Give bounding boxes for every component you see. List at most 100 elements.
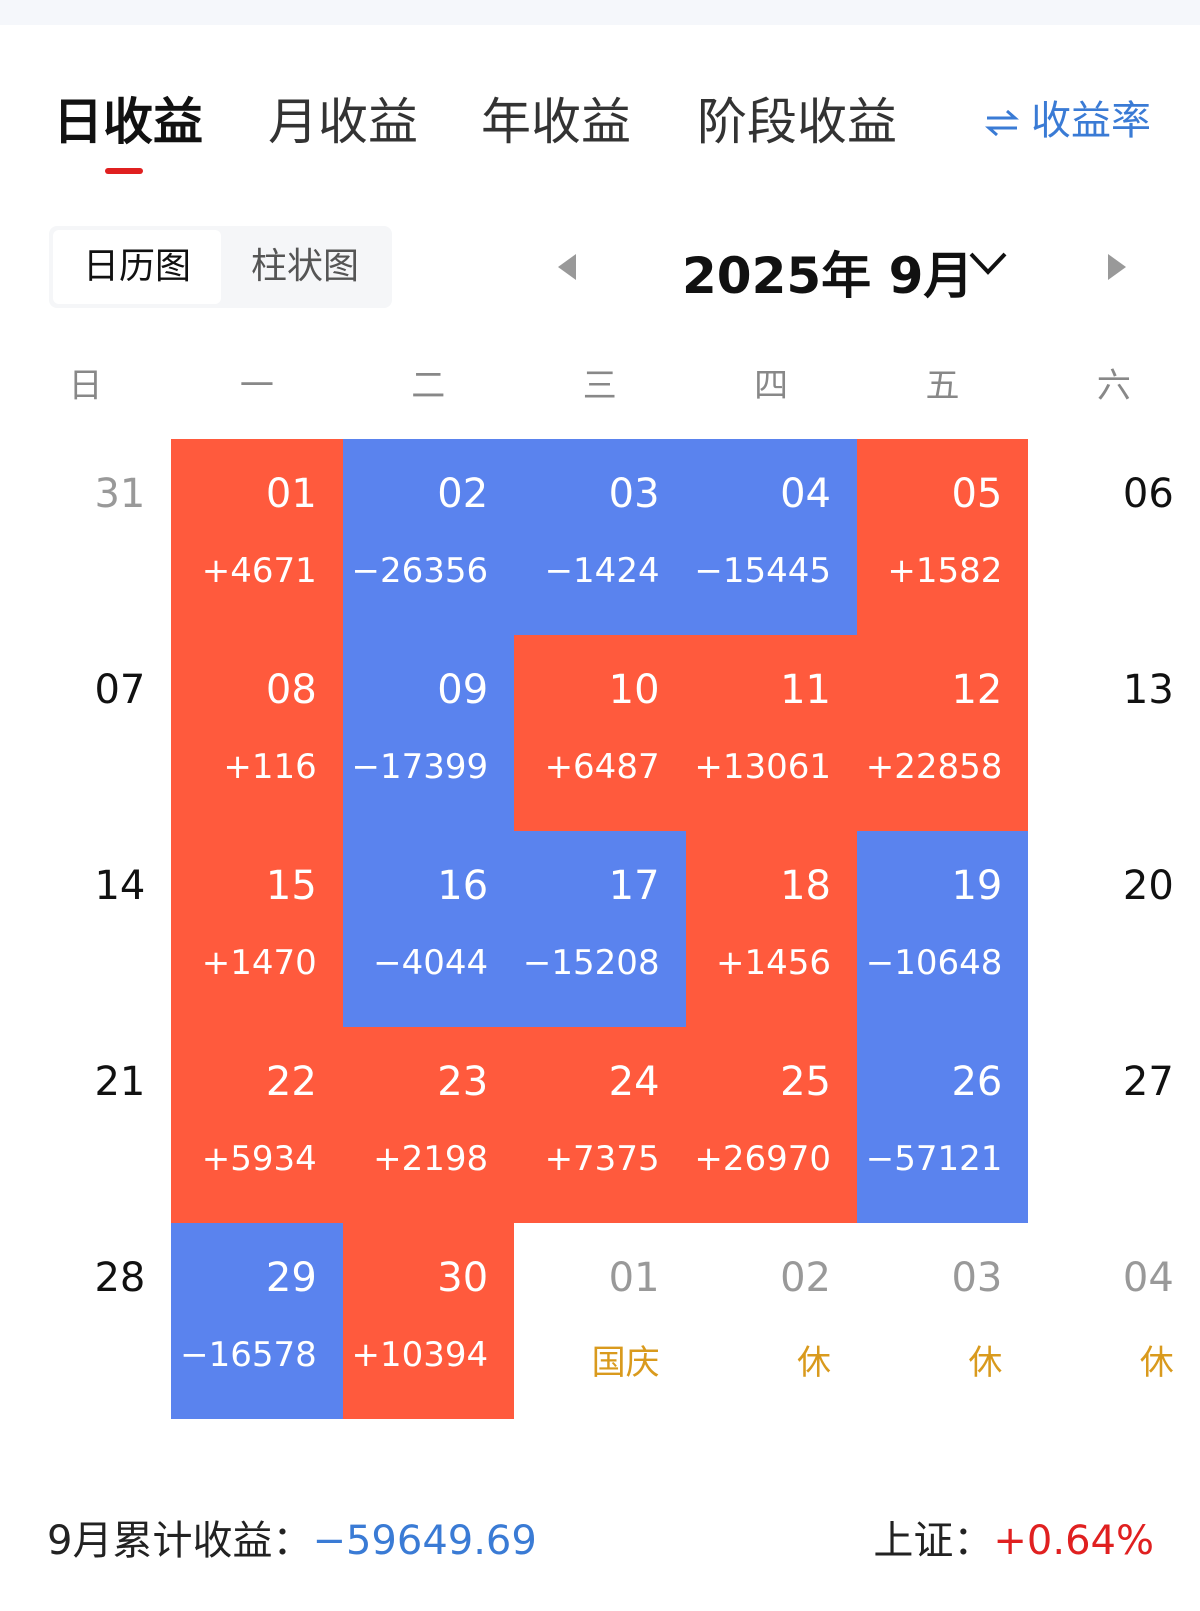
day-cell[interactable]: 12 +22858 (857, 635, 1029, 831)
prev-month[interactable] (556, 252, 578, 282)
day-cell[interactable]: 28 (0, 1223, 171, 1419)
day-cell[interactable]: 04 休 (1028, 1223, 1199, 1419)
day-profit: +116 (223, 747, 317, 787)
day-number: 28 (94, 1255, 146, 1301)
holiday-note: 休 (796, 1343, 831, 1383)
weekday: 五 (925, 366, 960, 406)
day-number: 14 (94, 863, 146, 909)
index-label: 上证： (873, 1518, 994, 1564)
day-cell[interactable]: 04 −15445 (685, 439, 857, 635)
day-cell[interactable]: 24 +7375 (514, 1027, 686, 1223)
day-number: 02 (780, 1255, 831, 1301)
day-cell[interactable]: 21 (0, 1027, 171, 1223)
day-cell[interactable]: 06 (1028, 439, 1199, 635)
weekday: 六 (1096, 366, 1131, 406)
day-cell[interactable]: 19 −10648 (857, 831, 1029, 1027)
day-profit: +10394 (351, 1335, 489, 1375)
rate-toggle-label: 收益率 (1031, 98, 1151, 144)
day-profit: +5934 (201, 1139, 317, 1179)
day-cell[interactable]: 13 (1028, 635, 1199, 831)
day-number: 11 (780, 667, 831, 713)
tab[interactable]: 月收益 (268, 93, 418, 151)
day-number: 31 (94, 471, 146, 517)
day-cell[interactable]: 01 国庆 (514, 1223, 685, 1419)
holiday-note: 国庆 (591, 1343, 660, 1383)
day-cell[interactable]: 09 −17399 (342, 635, 515, 831)
tab-underline (105, 168, 143, 174)
day-number: 18 (780, 863, 831, 909)
day-cell[interactable]: 08 +116 (171, 635, 343, 831)
day-cell[interactable]: 26 −57121 (857, 1027, 1029, 1223)
day-cell[interactable]: 14 (0, 831, 171, 1027)
day-number: 01 (265, 471, 317, 517)
day-cell[interactable]: 01 +4671 (171, 439, 343, 635)
day-cell[interactable]: 10 +6487 (514, 635, 686, 831)
day-cell[interactable]: 03 −1424 (514, 439, 686, 635)
view-option[interactable]: 柱状图 (250, 246, 359, 287)
day-cell[interactable]: 16 −4044 (342, 831, 515, 1027)
day-number: 10 (608, 667, 660, 713)
footer-index: 上证：+0.64% (873, 1508, 1154, 1566)
day-cell[interactable]: 02 休 (686, 1223, 857, 1419)
weekday: 一 (239, 366, 274, 406)
swap-icon (985, 109, 1019, 137)
day-number: 29 (265, 1255, 317, 1301)
day-profit: −57121 (865, 1139, 1003, 1179)
month-title[interactable]: 2025年 9月 (682, 247, 974, 305)
day-number: 06 (1122, 471, 1174, 517)
day-profit: −26356 (351, 551, 489, 591)
day-number: 04 (1122, 1255, 1174, 1301)
day-cell[interactable]: 05 +1582 (857, 439, 1029, 635)
day-number: 04 (780, 471, 831, 517)
day-number: 01 (608, 1255, 660, 1301)
day-profit: +7375 (544, 1139, 660, 1179)
weekday: 二 (411, 366, 446, 406)
view-toggle: 日历图 柱状图 (49, 226, 392, 308)
day-cell[interactable]: 03 休 (857, 1223, 1028, 1419)
day-cell[interactable]: 15 +1470 (171, 831, 343, 1027)
day-profit: +2198 (373, 1139, 489, 1179)
day-profit: −15208 (522, 943, 660, 983)
day-profit: +13061 (694, 747, 831, 787)
day-cell[interactable]: 22 +5934 (171, 1027, 343, 1223)
weekday: 日 (68, 366, 103, 406)
day-number: 20 (1122, 863, 1174, 909)
day-number: 05 (951, 471, 1003, 517)
day-cell[interactable]: 17 −15208 (514, 831, 686, 1027)
day-number: 26 (951, 1059, 1003, 1105)
day-profit: +1582 (887, 551, 1003, 591)
calendar-grid: 31 01 +4671 02 −26356 03 −1424 04 −15445 05 +1582 0… (0, 439, 1200, 1419)
day-number: 12 (951, 667, 1003, 713)
day-cell[interactable]: 11 +13061 (685, 635, 857, 831)
day-number: 23 (437, 1059, 489, 1105)
day-number: 24 (608, 1059, 660, 1105)
rate-toggle[interactable]: 收益率 (985, 88, 1151, 146)
day-cell[interactable]: 25 +26970 (685, 1027, 857, 1223)
day-cell[interactable]: 18 +1456 (685, 831, 857, 1027)
next-month[interactable] (1106, 252, 1128, 282)
status-strip (0, 0, 1200, 25)
day-cell[interactable]: 30 +10394 (342, 1223, 515, 1419)
tab[interactable]: 年收益 (481, 93, 631, 151)
day-cell[interactable]: 07 (0, 635, 171, 831)
day-cell[interactable]: 02 −26356 (342, 439, 515, 635)
day-cell[interactable]: 29 −16578 (171, 1223, 343, 1419)
day-number: 17 (608, 863, 660, 909)
day-number: 09 (437, 667, 489, 713)
view-option-active[interactable]: 日历图 (53, 230, 221, 304)
day-profit: +6487 (544, 747, 660, 787)
holiday-note: 休 (1139, 1343, 1174, 1383)
day-cell[interactable]: 20 (1028, 831, 1199, 1027)
day-number: 08 (265, 667, 317, 713)
tab-active[interactable]: 日收益 (53, 93, 203, 151)
day-number: 07 (94, 667, 146, 713)
day-profit: +4671 (201, 551, 317, 591)
day-cell[interactable]: 27 (1028, 1027, 1199, 1223)
day-number: 22 (265, 1059, 317, 1105)
tab[interactable]: 阶段收益 (697, 93, 897, 151)
day-cell[interactable]: 31 (0, 439, 171, 635)
month-dropdown[interactable] (968, 250, 1008, 276)
day-number: 30 (437, 1255, 489, 1301)
day-cell[interactable]: 23 +2198 (342, 1027, 515, 1223)
